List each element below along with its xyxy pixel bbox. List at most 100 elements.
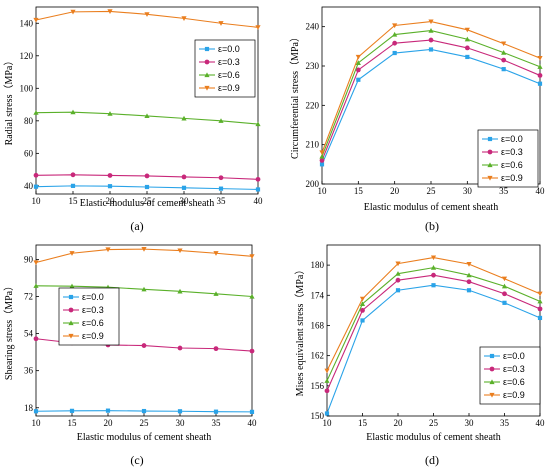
- data-point: [324, 368, 330, 374]
- data-point: [537, 298, 543, 304]
- y-tick-label: 200: [306, 179, 320, 189]
- data-point: [428, 28, 434, 33]
- x-axis-label: Elastic modulus of cement sheath: [77, 432, 211, 443]
- data-point: [324, 411, 330, 416]
- data-point: [392, 23, 398, 29]
- y-tick-label: 210: [306, 140, 320, 150]
- legend-marker: [204, 46, 210, 52]
- legend-label: ε=0.3: [82, 305, 104, 315]
- data-point: [324, 378, 330, 383]
- legend-label: ε=0.0: [501, 134, 523, 144]
- x-tick-label: 15: [68, 418, 78, 428]
- data-point: [70, 183, 76, 188]
- data-point: [537, 291, 543, 297]
- data-point: [430, 265, 437, 270]
- data-point: [33, 172, 39, 178]
- x-tick-label: 30: [180, 196, 190, 206]
- y-tick-label: 90: [24, 254, 34, 264]
- data-point: [501, 276, 508, 282]
- data-point: [249, 409, 255, 414]
- data-point: [537, 81, 543, 86]
- data-point: [105, 247, 111, 253]
- x-tick-label: 25: [429, 418, 439, 428]
- data-point: [319, 158, 325, 163]
- x-axis-label: Elastic modulus of cement sheath: [364, 202, 498, 213]
- legend-label: ε=0.9: [503, 390, 525, 400]
- legend-marker: [68, 294, 74, 300]
- data-point: [218, 186, 224, 191]
- y-tick-label: 72: [24, 292, 33, 302]
- x-tick-label: 25: [143, 196, 153, 206]
- chart-panel-3: 10 15 20 25 30 35 40 18 36 54 72 90 Elastic modulus …: [3, 244, 257, 467]
- data-point: [466, 262, 472, 267]
- data-point: [213, 291, 219, 296]
- data-point: [537, 64, 543, 69]
- data-point: [360, 318, 365, 323]
- data-point: [70, 172, 76, 178]
- legend-label: ε=0.6: [503, 377, 525, 387]
- data-point: [213, 251, 219, 256]
- data-point: [501, 50, 507, 55]
- legend-marker: [489, 379, 495, 385]
- data-point: [537, 56, 543, 61]
- y-axis-label: Radial stress（MPa）: [3, 56, 15, 146]
- legend-label: ε=0.0: [218, 44, 240, 54]
- y-tick-label: 240: [306, 22, 320, 32]
- data-point: [324, 388, 330, 394]
- x-tick-label: 15: [354, 186, 364, 196]
- legend-marker: [487, 149, 493, 155]
- legend-marker: [204, 59, 210, 65]
- data-point: [464, 27, 470, 33]
- data-point: [355, 54, 361, 60]
- data-point: [144, 12, 150, 17]
- legend-marker: [204, 72, 210, 78]
- data-point: [392, 31, 398, 37]
- y-tick-label: 120: [20, 51, 34, 61]
- data-point: [141, 408, 147, 414]
- data-point: [69, 283, 75, 289]
- data-point: [466, 288, 472, 293]
- data-point: [465, 54, 470, 60]
- data-point: [255, 25, 261, 30]
- x-tick-label: 40: [536, 418, 546, 428]
- y-tick-label: 168: [311, 320, 325, 330]
- legend-label: ε=0.3: [218, 57, 240, 67]
- data-point: [359, 296, 366, 302]
- y-tick-label: 156: [311, 381, 325, 391]
- data-point: [218, 175, 224, 181]
- x-tick-label: 10: [323, 418, 333, 428]
- data-point: [319, 153, 325, 159]
- data-point: [501, 283, 508, 289]
- data-point: [107, 9, 113, 14]
- data-point: [395, 261, 401, 267]
- x-tick-label: 20: [390, 186, 400, 196]
- data-point: [255, 176, 261, 182]
- data-point: [249, 254, 255, 259]
- panel-label: (a): [130, 219, 143, 233]
- data-point: [213, 409, 219, 414]
- y-tick-label: 54: [24, 329, 34, 339]
- legend-label: ε=0.3: [503, 364, 525, 374]
- panel-label: (b): [425, 219, 439, 233]
- data-point: [501, 67, 506, 72]
- plot-frame: [35, 6, 259, 195]
- legend-label: ε=0.0: [82, 292, 104, 302]
- legend-label: ε=0.6: [82, 318, 104, 328]
- data-point: [431, 283, 436, 288]
- legend-label: ε=0.0: [503, 351, 525, 361]
- y-tick-label: 36: [24, 366, 34, 376]
- data-point: [181, 174, 187, 180]
- data-point: [69, 408, 75, 413]
- data-point: [428, 37, 434, 43]
- x-tick-label: 25: [427, 186, 437, 196]
- data-point: [392, 40, 398, 46]
- y-tick-label: 230: [306, 61, 320, 71]
- data-point: [537, 73, 543, 78]
- x-tick-label: 35: [500, 418, 510, 428]
- data-point: [502, 291, 507, 297]
- y-tick-label: 180: [311, 260, 325, 270]
- data-point: [144, 184, 150, 190]
- x-tick-label: 20: [394, 418, 404, 428]
- chart-panel-1: 10 15 20 25 30 35 40 40 60 80 100 120 140 Elastic mod…: [3, 6, 263, 233]
